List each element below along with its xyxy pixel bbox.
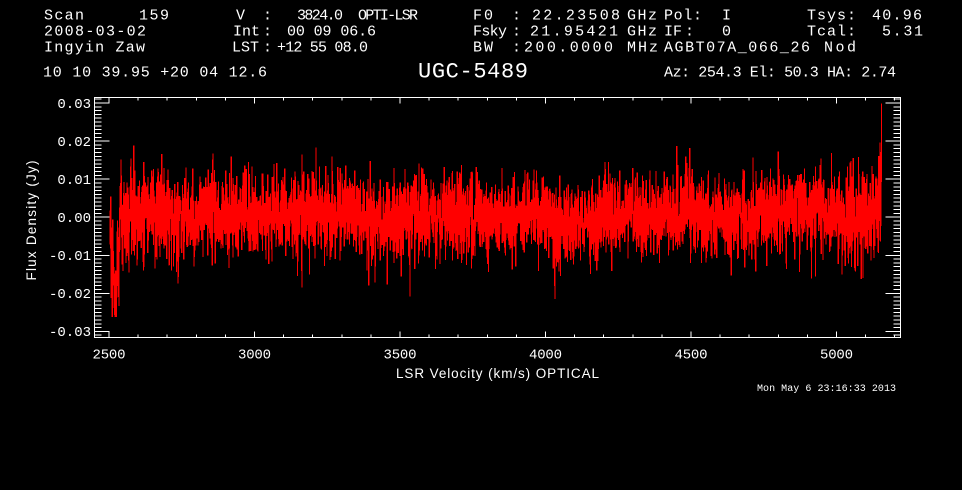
svg-text:Ingyin Zaw: Ingyin Zaw [44,40,145,57]
svg-text:3500: 3500 [384,347,417,363]
svg-text:3824.0: 3824.0 [297,8,343,25]
svg-text:0.01: 0.01 [57,173,91,189]
svg-text:0.02: 0.02 [57,135,91,151]
svg-text::: : [512,24,521,41]
svg-text:Pol:: Pol: [664,8,702,25]
svg-text::: : [512,8,521,25]
svg-text:IF: IF [664,24,682,41]
svg-text:159: 159 [139,8,169,25]
svg-text:0.00: 0.00 [57,211,91,227]
svg-text:0.03: 0.03 [57,97,91,113]
svg-text:GHz: GHz [627,8,657,25]
svg-text:Mon May 6 23:16:33 2013: Mon May 6 23:16:33 2013 [757,384,896,395]
svg-text:Int: Int [233,24,260,41]
svg-text:-0.02: -0.02 [49,287,91,303]
svg-text:OPTI-LSR: OPTI-LSR [358,8,418,25]
svg-text::: : [263,24,272,41]
svg-text:Az: 254.3 El: 50.3 HA: 2.7: Az: 254.3 El: 50.3 HA: 2.74 [664,65,896,82]
svg-text:Tcal:: Tcal: [807,24,856,41]
svg-text::: : [685,24,694,41]
svg-text:AGBT07A_066_26: AGBT07A_066_26 [664,40,810,57]
svg-text:LST: LST [232,40,259,57]
svg-text:+12 55 08.0: +12 55 08.0 [277,40,368,57]
svg-text:2500: 2500 [93,347,126,363]
svg-text:2008-03-02: 2008-03-02 [44,24,146,41]
svg-text:40.96: 40.96 [872,8,922,25]
svg-text:3000: 3000 [238,347,271,363]
svg-text:F0: F0 [473,8,493,25]
svg-text:5.31: 5.31 [882,24,923,41]
svg-text::: : [263,40,272,57]
svg-text:00 09 06.6: 00 09 06.6 [287,24,376,41]
svg-text:I: I [722,8,731,25]
svg-text:LSR Velocity (km/s) OPTICAL: LSR Velocity (km/s) OPTICAL [396,366,599,381]
svg-text:4000: 4000 [529,347,562,363]
svg-text:4500: 4500 [675,347,708,363]
svg-text:Fsky: Fsky [473,24,507,41]
svg-text:0: 0 [722,24,731,41]
svg-text:BW: BW [473,40,493,57]
svg-text:UGC-5489: UGC-5489 [418,60,528,85]
svg-text:Nod: Nod [824,40,856,57]
svg-text:10 10 39.95 +20 04 12.6: 10 10 39.95 +20 04 12.6 [43,65,267,82]
svg-text:MHz: MHz [627,40,658,57]
svg-text::: : [263,8,272,25]
svg-text:Tsys:: Tsys: [807,8,856,25]
svg-text:-0.01: -0.01 [49,249,91,265]
svg-text:Flux Density (Jy): Flux Density (Jy) [24,161,39,281]
svg-text:V: V [236,8,245,25]
svg-text:-0.03: -0.03 [49,325,91,341]
svg-text:GHz: GHz [627,24,657,41]
svg-text:Scan: Scan [44,8,84,25]
svg-text:5000: 5000 [820,347,853,363]
svg-text::: : [512,40,521,57]
